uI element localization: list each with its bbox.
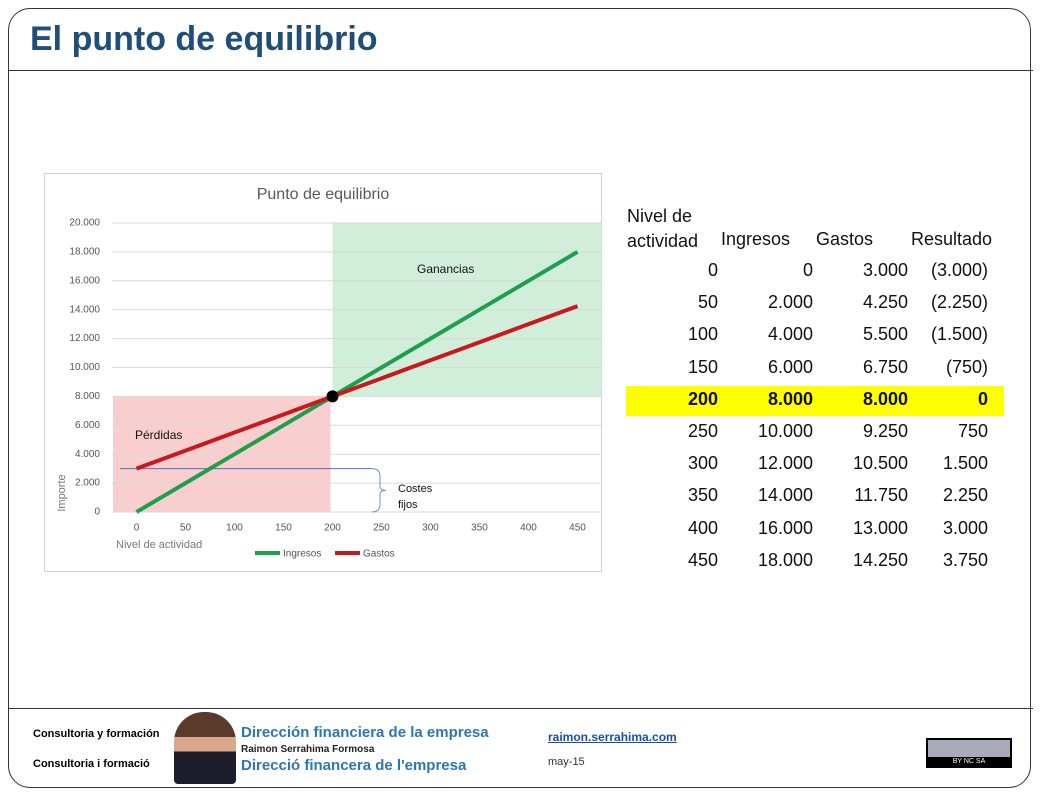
annotation: Ganancias [417, 262, 474, 276]
x-tick-label: 200 [324, 523, 341, 534]
y-tick-label: 8.000 [75, 391, 100, 402]
table-cell: (750) [945, 356, 988, 377]
y-tick-label: 6.000 [75, 420, 100, 431]
brand-title: Dirección financiera de la empresa [241, 724, 489, 741]
table-cell: 0 [977, 388, 988, 409]
footer-rule [8, 708, 1033, 709]
y-tick-label: 2.000 [75, 478, 100, 489]
table-cell: 200 [687, 388, 718, 409]
table-cell: 350 [687, 485, 718, 506]
table-cell: 14.000 [757, 485, 813, 506]
highlight-row [626, 385, 1004, 416]
y-tick-label: 18.000 [69, 247, 100, 258]
table-cell: 3.000 [862, 260, 908, 280]
table-cell: 10.500 [852, 453, 908, 474]
table-header: Nivel de actividad [627, 206, 699, 251]
author-photo [174, 712, 236, 784]
break-even-point [326, 390, 339, 403]
x-axis-title: Nivel de actividad [116, 539, 202, 551]
table-cell: 450 [687, 549, 718, 570]
x-tick-label: 0 [134, 523, 140, 534]
table-cell: 10.000 [757, 421, 813, 441]
table-cell: 13.000 [852, 517, 908, 538]
x-tick-label: 450 [569, 523, 586, 534]
y-tick-label: 20.000 [69, 218, 100, 229]
table-cell: 8.000 [767, 388, 813, 409]
table-cell: 3.000 [942, 517, 988, 538]
table-header: Ingresos [721, 229, 791, 249]
table-cell: 50 [697, 292, 718, 313]
y-tick-label: 10.000 [69, 362, 100, 373]
x-tick-label: 50 [180, 523, 192, 534]
table-cell: 0 [707, 260, 718, 280]
table-cell: 18.000 [757, 549, 813, 570]
table-cell: 300 [687, 453, 718, 474]
header-rule [8, 70, 1033, 71]
table-cell: 4.250 [862, 292, 908, 313]
y-tick-label: 4.000 [75, 449, 100, 460]
annotation: Costes fijos [398, 483, 433, 511]
y-tick-label: 16.000 [69, 275, 100, 286]
x-tick-label: 350 [471, 523, 488, 534]
table-cell: 9.250 [862, 421, 908, 441]
y-tick-label: 0 [94, 507, 100, 518]
table-cell: 150 [687, 356, 718, 377]
footer-link[interactable]: raimon.serrahima.com [548, 730, 677, 744]
legend-label: Gastos [363, 549, 395, 560]
table-cell: 4.000 [767, 324, 813, 345]
table-cell: 5.500 [862, 324, 908, 345]
y-tick-label: 12.000 [69, 333, 100, 344]
slide-frame [8, 8, 1031, 788]
table-cell: 250 [687, 421, 718, 441]
annotation: Pérdidas [135, 428, 182, 442]
table-cell: (1.500) [930, 324, 988, 345]
x-tick-label: 250 [373, 523, 390, 534]
x-tick-label: 150 [275, 523, 292, 534]
license-text: BY NC SA [928, 757, 1010, 766]
series-line [135, 304, 579, 471]
table-cell: 2.250 [942, 485, 988, 506]
table-cell: 14.250 [852, 549, 908, 570]
license-badge: BY NC SA [926, 738, 1012, 768]
fixed-cost-brace [371, 468, 387, 513]
x-tick-label: 100 [226, 523, 243, 534]
table-cell: 6.000 [767, 356, 813, 377]
x-tick-label: 300 [422, 523, 439, 534]
table-cell: 1.500 [942, 453, 988, 474]
table-cell: (2.250) [930, 292, 988, 313]
footer-left: Consultoria i formació [33, 758, 150, 770]
table-cell: 2.000 [767, 292, 813, 313]
table-cell: 100 [687, 324, 718, 345]
table-cell: (3.000) [930, 260, 988, 280]
table-header: Resultado [911, 229, 993, 249]
legend-label: Ingresos [283, 549, 321, 560]
table-cell: 16.000 [757, 517, 813, 538]
x-tick-label: 400 [520, 523, 537, 534]
brand-title: Direcció financera de l'empresa [241, 757, 467, 774]
slide-title: El punto de equilibrio [30, 20, 378, 58]
table-cell: 750 [957, 421, 988, 441]
series-line [135, 250, 579, 514]
table-cell: 8.000 [862, 388, 908, 409]
table-cell: 3.750 [942, 549, 988, 570]
table-cell: 12.000 [757, 453, 813, 474]
y-tick-label: 14.000 [69, 304, 100, 315]
table-header: Gastos [816, 229, 874, 249]
table-cell: 400 [687, 517, 718, 538]
y-axis-title: Importe [56, 474, 68, 511]
footer-left: Consultoria y formación [33, 728, 160, 740]
table-cell: 6.750 [862, 356, 908, 377]
footer-date: may-15 [548, 756, 585, 768]
table-cell: 11.750 [854, 485, 908, 506]
table-cell: 0 [802, 260, 813, 280]
chart-title: Punto de equilibrio [257, 186, 390, 203]
brand-author: Raimon Serrahima Formosa [241, 744, 375, 755]
